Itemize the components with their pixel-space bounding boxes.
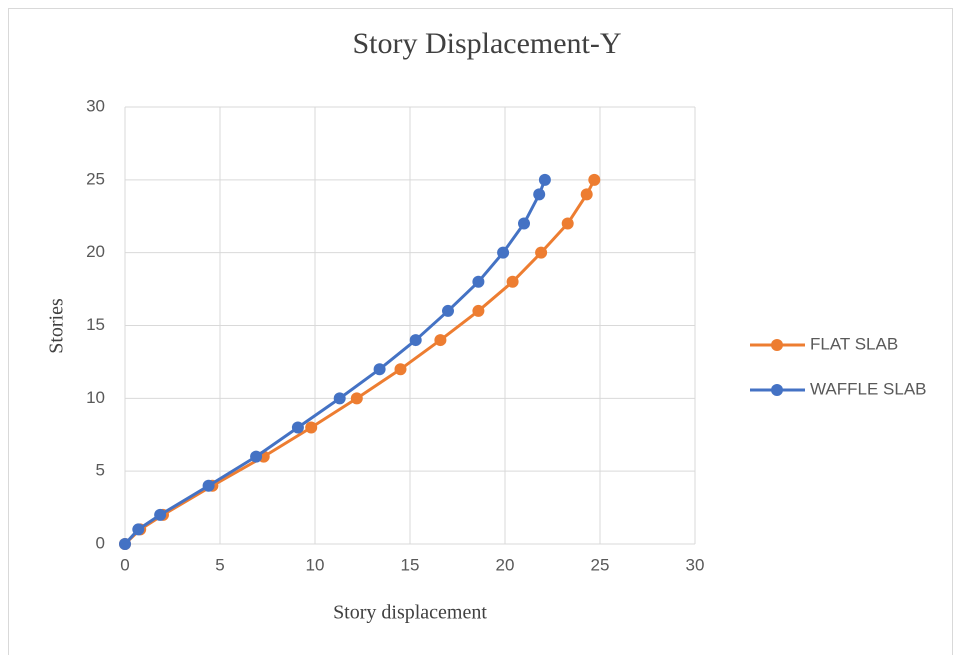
point [350,392,363,405]
point [250,450,263,463]
point [373,363,386,376]
x-tick-label: 10 [306,555,325,574]
legend-marker [771,339,783,351]
y-tick-label: 20 [86,242,105,261]
point [588,173,601,186]
point [580,188,593,201]
point [154,508,167,521]
point [518,217,530,230]
point [434,334,447,347]
point [506,275,519,288]
y-tick-label: 10 [86,388,105,407]
x-tick-label: 5 [215,555,224,574]
y-tick-label: 0 [96,533,105,552]
point [119,538,131,550]
x-axis-label: Story displacement [333,602,487,624]
x-tick-label: 30 [686,555,705,574]
y-tick-label: 15 [86,315,105,334]
chart-border [8,8,953,655]
x-tick-label: 20 [496,555,515,574]
x-tick-label: 25 [591,555,610,574]
point [442,304,454,317]
point [538,173,551,186]
point [472,275,485,288]
y-tick-label: 5 [96,461,105,480]
x-tick-label: 0 [120,555,129,574]
point [535,246,548,259]
point [533,188,546,201]
y-tick-label: 30 [86,96,105,115]
chart-title: Story Displacement-Y [352,27,621,60]
point [333,392,346,405]
legend-label: WAFFLE SLAB [810,379,927,398]
point [132,523,145,536]
point [409,334,422,347]
y-axis-label: Stories [46,298,68,354]
y-tick-label: 25 [86,169,105,188]
point [291,421,304,434]
legend-marker [771,384,783,396]
point [561,217,574,230]
legend-label: FLAT SLAB [810,334,898,353]
point [497,246,510,259]
point [394,363,407,376]
point [305,421,318,434]
x-tick-label: 15 [401,555,420,574]
point [202,479,215,492]
point [472,304,485,317]
